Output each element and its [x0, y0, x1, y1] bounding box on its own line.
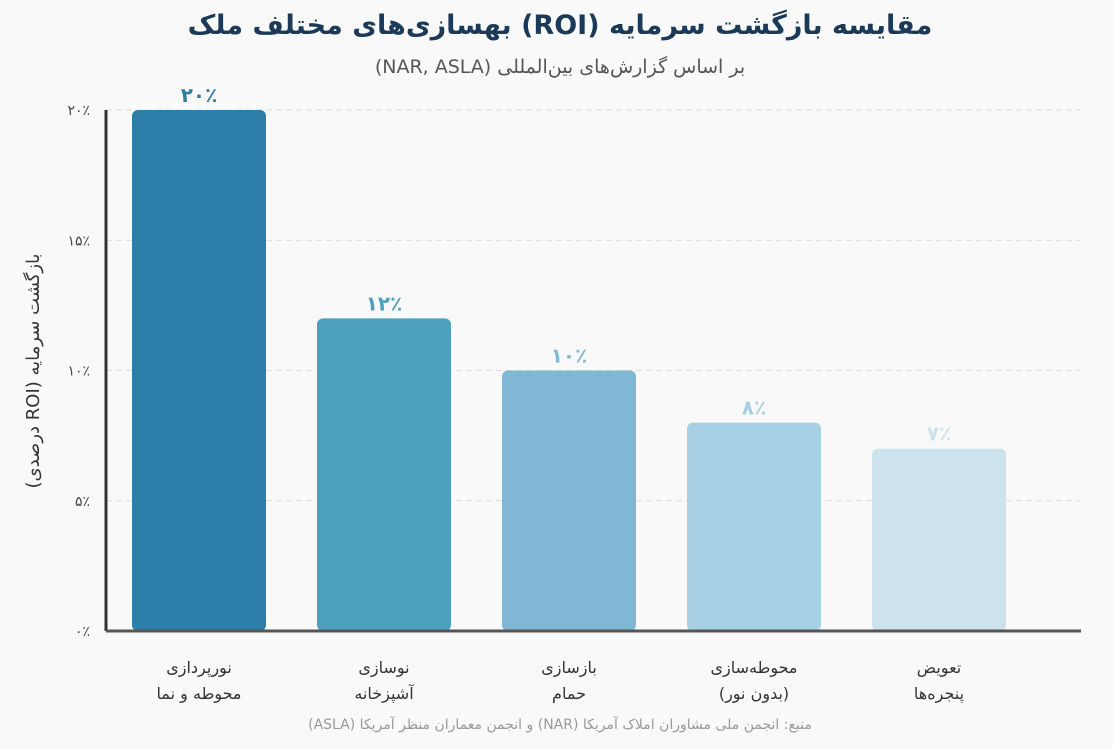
value-label: ۱۰٪: [551, 344, 588, 368]
value-label: ۲۰٪: [181, 83, 218, 107]
source-note: (ASLA) و انجمن معماران منظر آمریکا (NAR)…: [308, 716, 812, 733]
bar: [132, 110, 266, 631]
x-tick-label: محوطه و نما: [157, 684, 242, 704]
x-tick-label: پنجره‌ها: [914, 684, 964, 704]
y-tick-label: ۱۰٪: [67, 364, 90, 380]
value-labels: ۲۰٪ ۱۲٪ ۱۰٪ ۸٪ ۷٪: [181, 83, 952, 446]
value-label: ۱۲٪: [366, 291, 403, 315]
bars: [132, 110, 1006, 631]
x-tick-label: نورپردازی: [166, 658, 232, 678]
y-tick-label: ۰٪: [75, 624, 90, 640]
y-tick-label: ۵٪: [75, 494, 90, 510]
chart-subtitle: (NAR, ASLA) بر اساس گزارش‌های بین‌المللی: [375, 55, 745, 78]
x-tick-label: (بدون نور): [719, 684, 789, 704]
y-tick-label: ۱۵٪: [67, 233, 90, 249]
x-tick-label: حمام: [552, 684, 586, 703]
bar: [317, 318, 451, 631]
bar: [872, 448, 1006, 631]
bar: [687, 422, 821, 631]
x-tick-label: آشپزخانه: [354, 684, 415, 704]
x-axis-labels: نورپردازی محوطه و نما نوسازی آشپزخانه بازساز…: [157, 658, 965, 704]
value-label: ۸٪: [742, 396, 766, 420]
bar: [502, 370, 636, 631]
x-tick-label: بازسازی: [541, 658, 597, 678]
chart-title: بهسازی‌های مختلف ملک (ROI) مقایسه بازگشت…: [188, 9, 933, 41]
y-tick-label: ۲۰٪: [67, 103, 90, 119]
y-axis-ticks: ۰٪ ۵٪ ۱۰٪ ۱۵٪ ۲۰٪: [67, 103, 90, 640]
y-axis-label: (درصدی ROI) بازگشت سرمایه: [22, 253, 44, 488]
x-tick-label: محوطه‌سازی: [710, 658, 797, 678]
value-label: ۷٪: [927, 422, 951, 446]
x-tick-label: نوسازی: [358, 658, 409, 678]
x-tick-label: تعویض: [917, 658, 962, 678]
